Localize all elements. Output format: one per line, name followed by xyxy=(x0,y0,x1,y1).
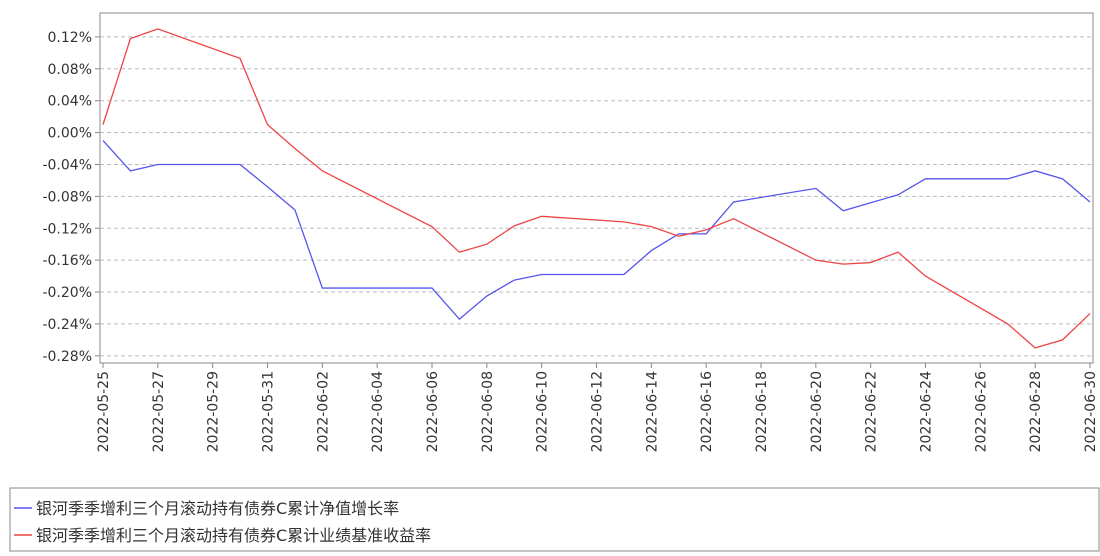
y-tick-label: -0.28% xyxy=(42,349,92,365)
x-tick-label: 2022-05-29 xyxy=(206,371,222,452)
y-tick-label: 0.00% xyxy=(48,126,92,142)
x-tick-label: 2022-06-18 xyxy=(754,371,770,452)
x-tick-label: 2022-06-22 xyxy=(864,371,880,452)
x-tick-label: 2022-06-14 xyxy=(644,371,660,452)
y-tick-label: 0.04% xyxy=(48,94,92,110)
x-tick-label: 2022-06-28 xyxy=(1028,371,1044,452)
x-tick-label: 2022-06-10 xyxy=(535,371,551,452)
y-tick-label: -0.20% xyxy=(42,285,92,301)
x-tick-label: 2022-06-04 xyxy=(370,371,386,452)
x-tick-label: 2022-06-12 xyxy=(590,371,606,452)
legend-label: 银河季季增利三个月滚动持有债券C累计业绩基准收益率 xyxy=(36,526,431,545)
legend-box xyxy=(9,487,1100,552)
x-tick-label: 2022-06-08 xyxy=(480,371,496,452)
y-tick-label: -0.16% xyxy=(42,253,92,269)
y-tick-label: 0.08% xyxy=(48,62,92,78)
x-tick-label: 2022-05-25 xyxy=(96,371,112,452)
y-tick-label: -0.24% xyxy=(42,317,92,333)
y-tick-label: -0.12% xyxy=(42,221,92,237)
plot-frame xyxy=(99,12,1094,364)
x-tick-label: 2022-06-30 xyxy=(1083,371,1099,452)
legend-label: 银河季季增利三个月滚动持有债券C累计净值增长率 xyxy=(36,499,399,518)
x-tick-label: 2022-06-26 xyxy=(973,371,989,452)
y-tick-label: 0.12% xyxy=(48,30,92,46)
x-tick-label: 2022-06-06 xyxy=(425,371,441,452)
y-tick-label: -0.08% xyxy=(42,189,92,205)
x-tick-label: 2022-06-16 xyxy=(699,371,715,452)
series-line xyxy=(102,140,1091,321)
series-line xyxy=(102,28,1091,349)
x-tick-label: 2022-05-31 xyxy=(261,371,277,452)
x-tick-label: 2022-06-24 xyxy=(919,371,935,452)
y-tick-label: -0.04% xyxy=(42,157,92,173)
x-tick-label: 2022-05-27 xyxy=(151,371,167,452)
x-tick-label: 2022-06-20 xyxy=(809,371,825,452)
x-tick-label: 2022-06-02 xyxy=(315,371,331,452)
